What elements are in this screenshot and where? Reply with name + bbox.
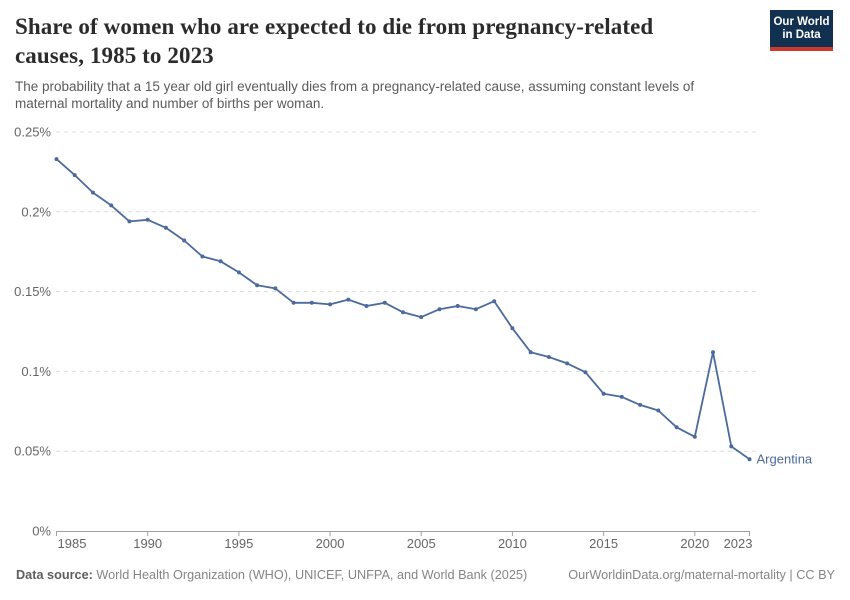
- chart-subtitle-line2: maternal mortality and number of births …: [15, 96, 325, 111]
- data-point[interactable]: [401, 310, 405, 315]
- data-point[interactable]: [565, 361, 570, 366]
- data-point[interactable]: [747, 457, 752, 462]
- page-title-line2: causes, 1985 to 2023: [15, 43, 214, 68]
- x-axis-tick-label: 2020: [680, 536, 709, 551]
- data-point[interactable]: [692, 434, 697, 439]
- data-point[interactable]: [583, 370, 588, 375]
- x-axis-tick-label: 2023: [724, 536, 753, 551]
- x-axis-tick-label: 2015: [589, 536, 618, 551]
- owid-logo-text: Our World: [773, 16, 830, 28]
- data-point[interactable]: [364, 304, 369, 308]
- data-point[interactable]: [273, 286, 278, 291]
- x-axis-tick-label: 2000: [316, 536, 345, 551]
- data-point[interactable]: [291, 300, 296, 305]
- data-point[interactable]: [91, 190, 95, 195]
- x-axis-tick-label: 1990: [133, 536, 162, 551]
- y-axis-tick-label: 0.05%: [14, 444, 51, 459]
- chart-header: Share of women who are expected to die f…: [15, 12, 694, 112]
- chart-subtitle: The probability that a 15 year old girl …: [15, 79, 695, 94]
- y-axis-tick-label: 0.15%: [14, 284, 51, 299]
- data-point[interactable]: [200, 254, 205, 259]
- data-point[interactable]: [236, 270, 241, 275]
- x-axis-tick-label: 1985: [58, 536, 87, 551]
- data-point[interactable]: [218, 259, 223, 264]
- data-point[interactable]: [619, 394, 624, 399]
- data-point[interactable]: [255, 283, 260, 288]
- data-point[interactable]: [455, 304, 460, 308]
- data-point[interactable]: [674, 425, 679, 430]
- data-point[interactable]: [729, 444, 734, 449]
- y-axis-tick-label: 0%: [32, 524, 51, 539]
- y-axis-tick-label: 0.2%: [21, 204, 51, 219]
- y-axis-tick-label: 0.25%: [14, 125, 51, 140]
- data-point[interactable]: [145, 217, 150, 222]
- data-point[interactable]: [163, 225, 168, 230]
- data-point[interactable]: [54, 157, 59, 162]
- x-axis-tick-label: 1995: [224, 536, 253, 551]
- owid-logo-text-line2: in Data: [782, 29, 821, 41]
- data-point[interactable]: [656, 408, 661, 413]
- data-point[interactable]: [346, 297, 351, 302]
- data-point[interactable]: [638, 402, 643, 407]
- data-source-text: World Health Organization (WHO), UNICEF,…: [92, 568, 528, 582]
- owid-logo[interactable]: Our World in Data: [770, 10, 833, 51]
- data-point[interactable]: [546, 355, 551, 359]
- data-point[interactable]: [437, 307, 442, 312]
- data-point[interactable]: [72, 173, 77, 178]
- data-point[interactable]: [711, 350, 715, 355]
- series-label-argentina[interactable]: Argentina: [757, 452, 813, 467]
- data-point[interactable]: [601, 391, 606, 396]
- line-chart[interactable]: 0% 0.05% 0.1% 0.15% 0.2% 0.25% 1985 1990 1995 200…: [0, 115, 850, 565]
- x-axis-tick-label: 2005: [407, 536, 436, 551]
- data-point[interactable]: [473, 307, 478, 312]
- data-point[interactable]: [510, 326, 515, 331]
- data-source-label: Data source:: [16, 568, 93, 582]
- data-point[interactable]: [127, 219, 132, 224]
- data-point[interactable]: [492, 299, 497, 304]
- y-axis-tick-label: 0.1%: [21, 364, 51, 379]
- data-point[interactable]: [309, 300, 314, 305]
- data-source-note: Data source: World Health Organization (…: [16, 568, 527, 582]
- owid-cc-link[interactable]: OurWorldinData.org/maternal-mortality | …: [568, 568, 835, 582]
- page-title: Share of women who are expected to die f…: [15, 14, 654, 39]
- data-point[interactable]: [382, 300, 387, 305]
- data-point[interactable]: [109, 203, 114, 208]
- data-line-argentina[interactable]: [55, 158, 751, 460]
- x-axis-tick-label: 2010: [498, 536, 527, 551]
- data-point[interactable]: [528, 350, 533, 355]
- data-point[interactable]: [419, 315, 424, 320]
- chart-footer: Data source: World Health Organization (…: [16, 568, 835, 582]
- data-point[interactable]: [182, 238, 187, 243]
- data-point[interactable]: [328, 302, 333, 307]
